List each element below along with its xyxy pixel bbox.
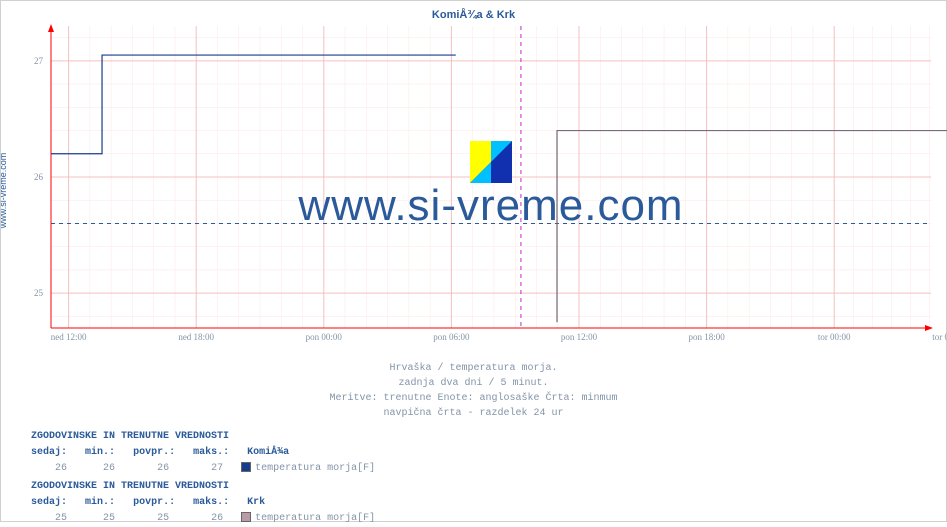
chart-svg: ned 12:00 ned 18:00 pon 00:00 pon 06:00 pon … — [51, 26, 931, 346]
svg-text:pon 18:00: pon 18:00 — [688, 332, 725, 342]
stats-title-2: ZGODOVINSKE IN TRENUTNE VREDNOSTI — [31, 479, 375, 495]
legend-swatch-1 — [241, 462, 251, 472]
caption-line2: zadnja dva dni / 5 minut. — [1, 376, 946, 391]
station-name-2: Krk — [247, 497, 265, 508]
caption-line3: Meritve: trenutne Enote: anglosaške Črta… — [1, 391, 946, 406]
svg-text:tor 00:00: tor 00:00 — [818, 332, 851, 342]
stats-value-row-1: 26 26 26 27 temperatura morja[F] — [31, 461, 375, 477]
svg-text:ned 18:00: ned 18:00 — [178, 332, 214, 342]
metric-label-2: temperatura morja[F] — [255, 513, 375, 524]
chart-plot-area: ned 12:00 ned 18:00 pon 00:00 pon 06:00 pon … — [51, 26, 931, 346]
svg-text:pon 12:00: pon 12:00 — [561, 332, 598, 342]
svg-text:pon 06:00: pon 06:00 — [433, 332, 470, 342]
stats-block-1: ZGODOVINSKE IN TRENUTNE VREDNOSTI sedaj:… — [31, 429, 375, 477]
chart-title: KomiÅ¾a & Krk — [1, 9, 946, 21]
metric-label-1: temperatura morja[F] — [255, 463, 375, 474]
legend-swatch-2 — [241, 512, 251, 522]
svg-text:25: 25 — [34, 288, 44, 298]
stats-block-2: ZGODOVINSKE IN TRENUTNE VREDNOSTI sedaj:… — [31, 479, 375, 527]
chart-container: www.si-vreme.com KomiÅ¾a & Krk ned 12:00… — [0, 0, 947, 522]
stats-value-row-2: 25 25 25 26 temperatura morja[F] — [31, 511, 375, 527]
chart-caption: Hrvaška / temperatura morja. zadnja dva … — [1, 361, 946, 421]
caption-line1: Hrvaška / temperatura morja. — [1, 361, 946, 376]
station-name-1: KomiÅ¾a — [247, 447, 289, 458]
watermark-logo — [470, 141, 512, 183]
stats-title-1: ZGODOVINSKE IN TRENUTNE VREDNOSTI — [31, 429, 375, 445]
site-label-vertical: www.si-vreme.com — [0, 153, 8, 229]
stats-header-row-1: sedaj: min.: povpr.: maks.: KomiÅ¾a — [31, 445, 375, 461]
svg-text:tor 06:00: tor 06:00 — [932, 332, 947, 342]
svg-text:27: 27 — [34, 56, 44, 66]
svg-text:pon 00:00: pon 00:00 — [306, 332, 343, 342]
svg-text:26: 26 — [34, 172, 44, 182]
caption-line4: navpična črta - razdelek 24 ur — [1, 406, 946, 421]
stats-header-row-2: sedaj: min.: povpr.: maks.: Krk — [31, 495, 375, 511]
svg-text:ned 12:00: ned 12:00 — [51, 332, 87, 342]
